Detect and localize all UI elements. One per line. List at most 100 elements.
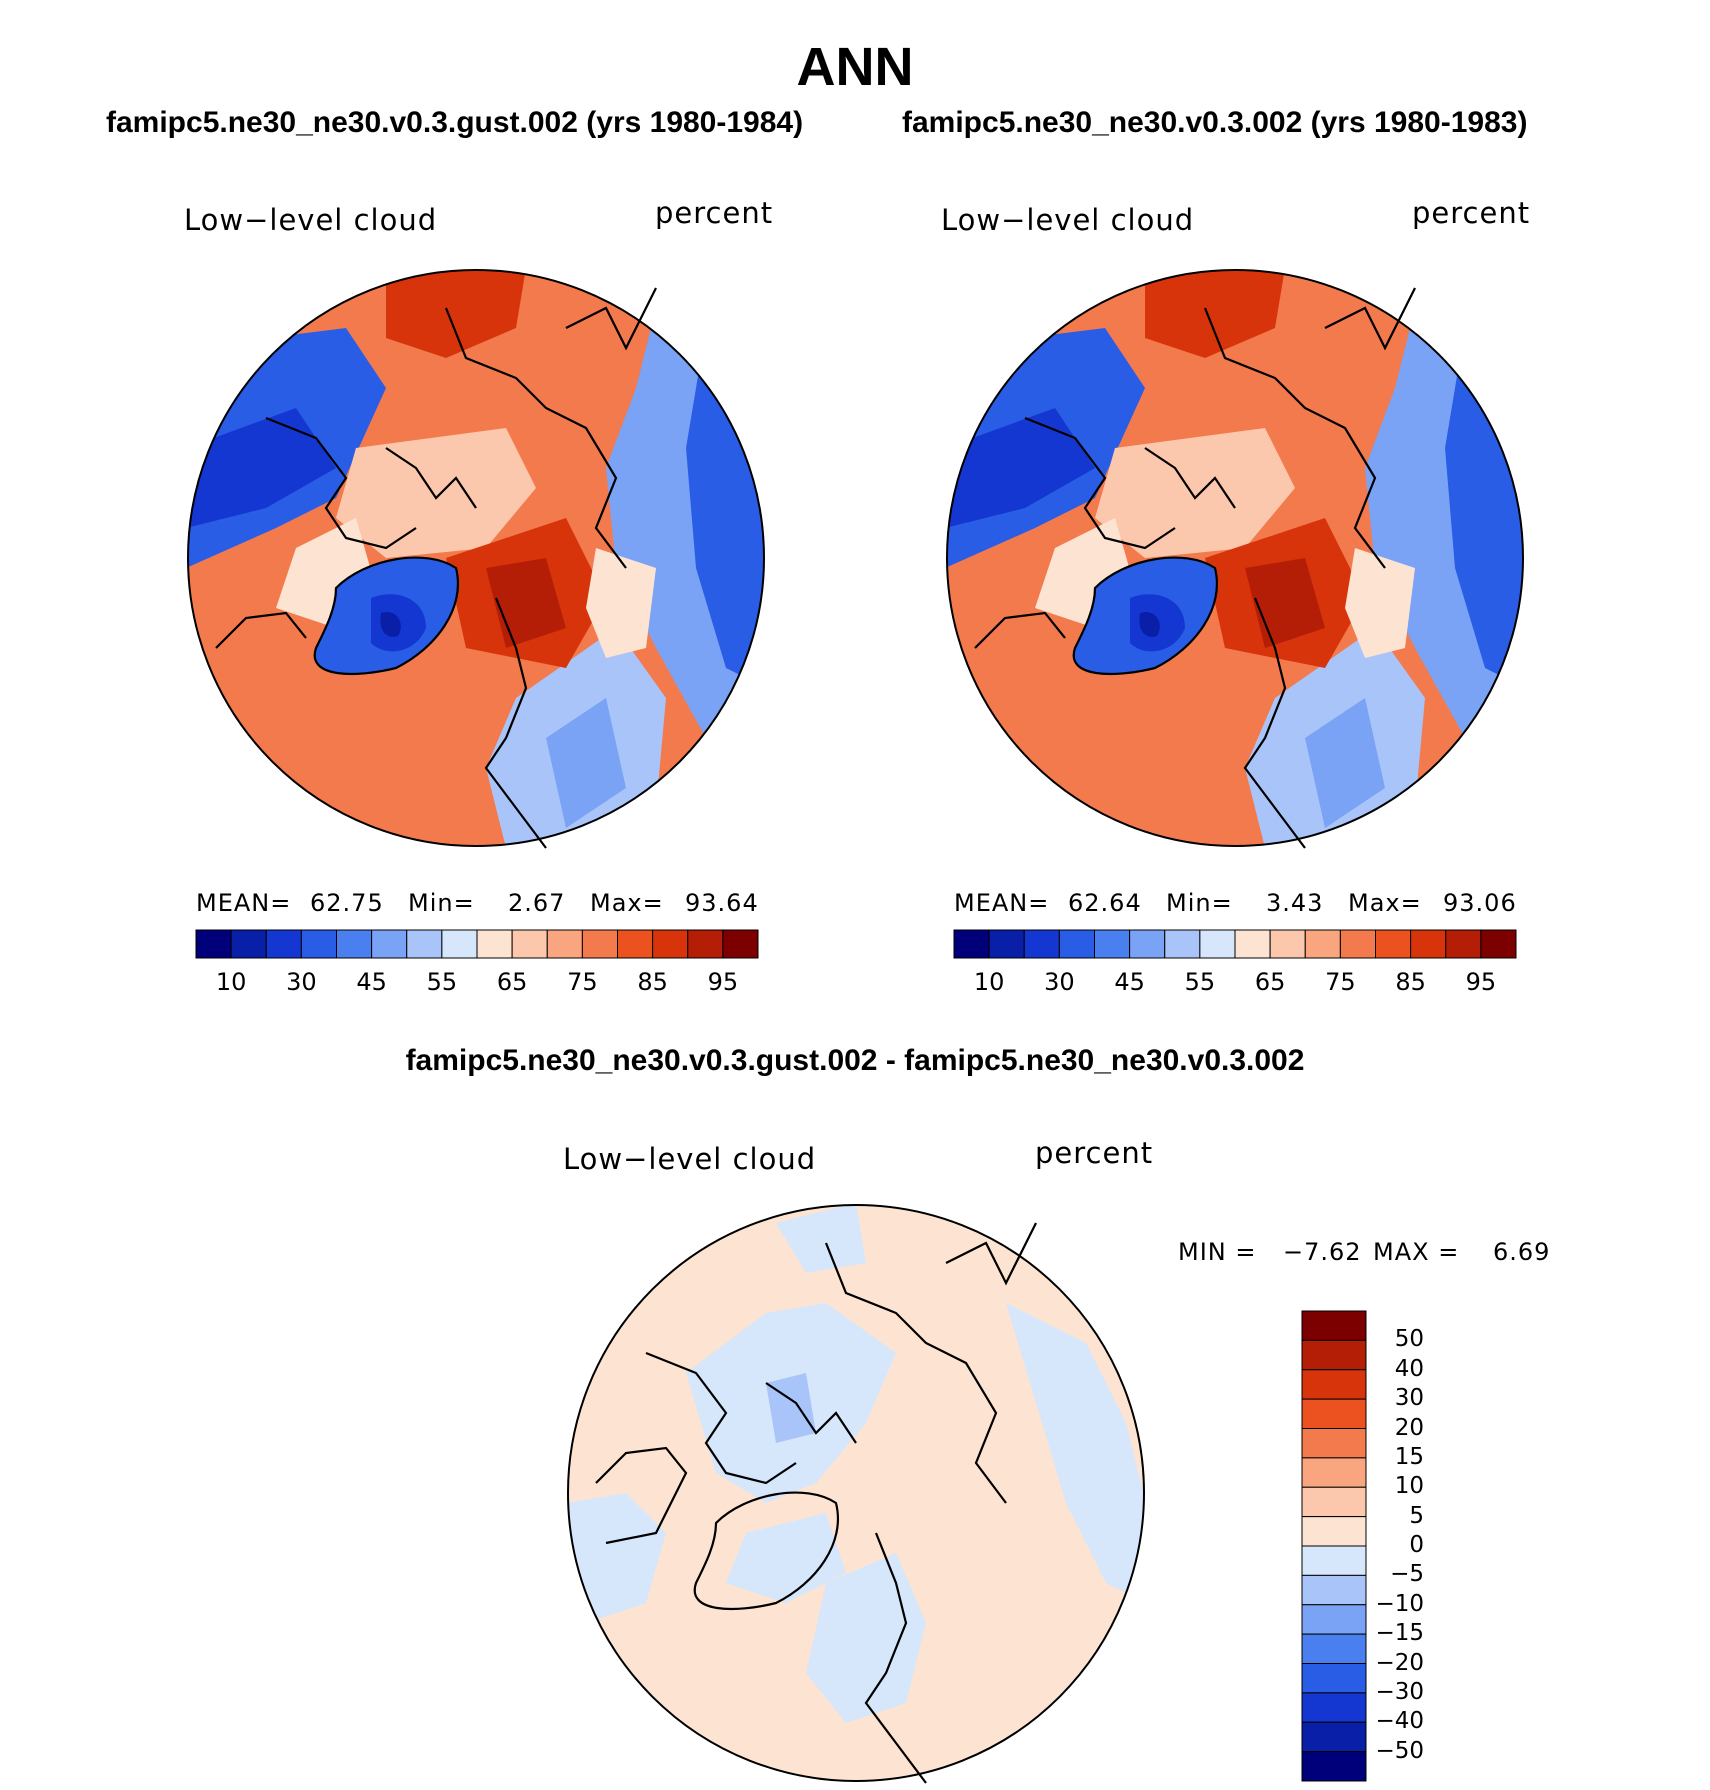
diff-var-label: Low−level cloud xyxy=(563,1142,817,1176)
right-mean-value: 62.64 xyxy=(1068,889,1142,917)
diff-colorbar-tick-label: 0 xyxy=(1409,1532,1424,1558)
left-polar-map xyxy=(187,269,765,849)
diff-colorbar-tick-label: −15 xyxy=(1375,1620,1424,1647)
diff-colorbar-swatch xyxy=(1301,1428,1367,1459)
diff-colorbar-swatch xyxy=(1301,1398,1367,1429)
left-colorbar-tick-label: 45 xyxy=(356,968,387,996)
left-colorbar-tick-label: 95 xyxy=(707,968,739,996)
diff-colorbar-swatch xyxy=(1301,1486,1367,1518)
right-colorbar-swatch xyxy=(1129,929,1166,959)
right-colorbar xyxy=(953,929,1517,959)
right-map-border xyxy=(946,269,1524,847)
right-colorbar-swatch xyxy=(1375,929,1412,959)
left-colorbar-tick-label: 75 xyxy=(567,968,598,996)
left-colorbar-swatch xyxy=(336,929,373,959)
right-colorbar-swatch xyxy=(1234,929,1271,959)
left-colorbar-swatch xyxy=(652,929,689,959)
left-colorbar-swatch xyxy=(581,929,618,959)
diff-colorbar-tick-label: 10 xyxy=(1394,1473,1424,1500)
right-colorbar-swatch xyxy=(953,929,990,959)
left-colorbar xyxy=(195,929,759,959)
diff-colorbar-tick-label: 5 xyxy=(1409,1502,1424,1529)
diff-min-label: MIN = xyxy=(1178,1238,1257,1266)
diff-colorbar-swatch xyxy=(1301,1545,1367,1576)
right-colorbar-swatch xyxy=(1269,929,1306,959)
left-colorbar-swatch xyxy=(617,929,654,959)
left-min-value: 2.67 xyxy=(508,889,566,917)
left-max-value: 93.64 xyxy=(685,889,759,917)
left-colorbar-tick-label: 10 xyxy=(215,968,247,996)
right-colorbar-tick-label: 85 xyxy=(1395,968,1426,996)
right-colorbar-swatch xyxy=(1339,929,1376,959)
diff-units-label: percent xyxy=(1035,1136,1154,1170)
diff-colorbar-swatch xyxy=(1301,1516,1367,1547)
diff-field xyxy=(568,1205,1144,1781)
right-colorbar-tick-label: 75 xyxy=(1325,968,1356,996)
left-colorbar-tick-label: 65 xyxy=(496,968,528,996)
right-cloud-field xyxy=(947,270,1523,846)
diff-min-value: −7.62 xyxy=(1283,1238,1362,1266)
diff-colorbar-tick-label: −30 xyxy=(1375,1678,1424,1705)
diff-max-value: 6.69 xyxy=(1493,1238,1551,1266)
right-colorbar-tick-label: 45 xyxy=(1114,968,1145,996)
left-max-label: Max= xyxy=(590,889,664,917)
diff-colorbar-swatch xyxy=(1301,1457,1367,1488)
diff-colorbar-tick-label: 15 xyxy=(1394,1443,1424,1470)
left-colorbar-tick-label: 55 xyxy=(426,968,458,996)
left-coastlines xyxy=(215,287,657,849)
left-colorbar-swatch xyxy=(441,929,478,959)
diff-colorbar-tick-label: 40 xyxy=(1394,1355,1424,1382)
right-max-value: 93.06 xyxy=(1443,889,1517,917)
diff-subtitle: famipc5.ne30_ne30.v0.3.gust.002 - famipc… xyxy=(405,1044,1305,1077)
right-colorbar-swatch xyxy=(1199,929,1236,959)
right-colorbar-swatch xyxy=(1410,929,1447,959)
left-mean-value: 62.75 xyxy=(310,889,384,917)
left-colorbar-swatch xyxy=(511,929,548,959)
diff-colorbar-swatch xyxy=(1301,1692,1367,1723)
left-colorbar-swatch xyxy=(195,929,232,959)
left-colorbar-swatch xyxy=(476,929,513,959)
left-mean-label: MEAN= xyxy=(196,889,292,917)
diff-colorbar-tick-label: −20 xyxy=(1375,1649,1424,1676)
diff-colorbar-tick-label: 50 xyxy=(1394,1326,1424,1353)
diff-polar-map xyxy=(567,1204,1145,1784)
right-colorbar-tick-label: 65 xyxy=(1254,968,1286,996)
right-max-label: Max= xyxy=(1348,889,1422,917)
left-colorbar-swatch xyxy=(300,929,337,959)
right-polar-map xyxy=(946,269,1524,849)
diff-colorbar-tick-label: −40 xyxy=(1375,1708,1424,1735)
diff-coastlines xyxy=(595,1222,1037,1784)
right-colorbar-swatch xyxy=(988,929,1025,959)
right-colorbar-tick-label: 55 xyxy=(1184,968,1216,996)
left-var-label: Low−level cloud xyxy=(184,203,438,237)
diff-colorbar-tick-label: −50 xyxy=(1375,1737,1424,1764)
diff-colorbar-swatch xyxy=(1301,1604,1367,1635)
left-map-border xyxy=(187,269,765,847)
diff-colorbar-swatch xyxy=(1301,1310,1367,1341)
right-colorbar-tick-label: 30 xyxy=(1044,968,1075,996)
left-colorbar-swatch xyxy=(406,929,443,959)
right-colorbar-swatch xyxy=(1480,929,1517,959)
diff-colorbar-swatch xyxy=(1301,1663,1367,1694)
right-coastlines xyxy=(974,287,1416,849)
right-min-label: Min= xyxy=(1166,889,1233,917)
right-var-label: Low−level cloud xyxy=(941,203,1195,237)
right-colorbar-tick-label: 10 xyxy=(973,968,1005,996)
diff-colorbar xyxy=(1301,1310,1367,1782)
right-mean-label: MEAN= xyxy=(954,889,1050,917)
diff-colorbar-tick-label: 20 xyxy=(1394,1414,1424,1441)
right-min-value: 3.43 xyxy=(1266,889,1324,917)
diff-colorbar-tick-label: −5 xyxy=(1390,1561,1424,1588)
left-colorbar-tick-label: 30 xyxy=(286,968,317,996)
left-colorbar-tick-label: 85 xyxy=(637,968,668,996)
left-colorbar-swatch xyxy=(546,929,583,959)
right-colorbar-swatch xyxy=(1445,929,1482,959)
left-subtitle: famipc5.ne30_ne30.v0.3.gust.002 (yrs 198… xyxy=(106,106,804,139)
right-colorbar-swatch xyxy=(1058,929,1095,959)
diff-colorbar-swatch xyxy=(1301,1369,1367,1400)
right-colorbar-swatch xyxy=(1094,929,1131,959)
right-colorbar-swatch xyxy=(1023,929,1060,959)
left-min-label: Min= xyxy=(408,889,475,917)
left-colorbar-swatch xyxy=(722,929,759,959)
right-colorbar-tick-label: 95 xyxy=(1465,968,1497,996)
